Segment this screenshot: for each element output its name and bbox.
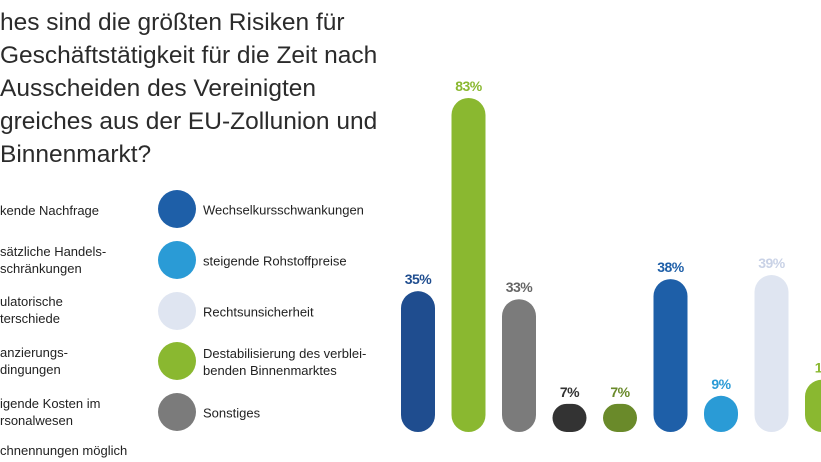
bar-value-label: 13 (815, 360, 821, 376)
bar-5 (603, 403, 637, 432)
bar-value-label: 39% (758, 255, 786, 271)
bar-1 (401, 291, 435, 432)
legend-left-label: ulatorische (0, 294, 63, 309)
legend-label-line: benden Binnenmarktes (203, 363, 337, 378)
question-line: greiches aus der EU-Zollunion und (0, 108, 378, 135)
legend-left: kende Nachfrage sätzliche Handels- schrä… (0, 0, 150, 462)
legend-left-label: igende Kosten im (0, 396, 101, 411)
question-line: Geschäftstätigkeit für die Zeit nach (0, 42, 378, 69)
legend-swatch (158, 393, 196, 431)
legend-swatch (158, 190, 196, 228)
legend-label: Rechtsunsicherheit (203, 304, 314, 320)
bar-4 (552, 403, 587, 432)
legend-left-label: schränkungen (0, 261, 82, 276)
bar-value-label: 83% (455, 78, 483, 94)
legend-label-line: Destabilisierung des verblei- (203, 346, 367, 361)
legend-left-label: kende Nachfrage (0, 203, 100, 218)
legend-swatch (158, 342, 196, 380)
question-line: Ausscheiden des Vereinigten (0, 75, 316, 102)
bar-chart: 35% 83% 33% 7% 7% 38% 9% 39% 13 (401, 78, 821, 432)
bar-value-label: 38% (657, 259, 685, 275)
legend-swatch (158, 241, 196, 279)
legend-swatch (158, 292, 196, 330)
question-line: hes sind die größten Risiken für (0, 9, 345, 36)
legend-right: Wechselkursschwankungen steigende Rohsto… (155, 0, 405, 462)
legend-label: Wechselkursschwankungen (203, 202, 364, 218)
legend-left-label: terschiede (0, 311, 60, 326)
bar-value-label: 9% (711, 376, 731, 392)
bar-value-label: 7% (610, 384, 630, 400)
bar-9 (805, 379, 821, 432)
question-title: hes sind die größten Risiken für Geschäf… (0, 6, 400, 171)
bar-8 (754, 275, 789, 432)
bar-3 (502, 299, 536, 432)
legend-left-label: rsonalwesen (0, 413, 73, 428)
question-line: Binnenmarkt? (0, 141, 152, 168)
bar-6 (653, 279, 688, 432)
legend-left-label: anzierungs- (0, 345, 68, 360)
bar-value-label: 33% (506, 279, 534, 295)
footnote: chnennungen möglich (0, 443, 128, 458)
bar-value-label: 7% (560, 384, 580, 400)
legend-left-label: sätzliche Handels- (0, 244, 107, 259)
legend-label: Destabilisierung des verblei- benden Bin… (203, 345, 366, 379)
legend-label: Sonstiges (203, 405, 261, 421)
bar-2 (451, 98, 486, 432)
legend-label: steigende Rohstoffpreise (203, 253, 347, 269)
bar-7 (704, 395, 738, 432)
legend-left-label: dingungen (0, 362, 61, 377)
bar-value-label: 35% (405, 271, 433, 287)
